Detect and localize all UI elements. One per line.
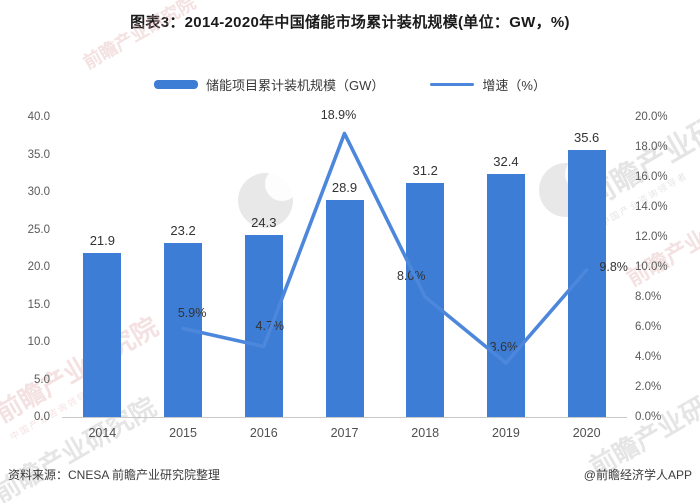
bar-2014 <box>83 252 122 417</box>
y-right-tick-10.0%: 10.0% <box>635 261 668 273</box>
x-tick-2015: 2015 <box>169 426 197 440</box>
bar-2017 <box>325 200 364 417</box>
y-left-tick-10.0: 10.0 <box>27 336 50 348</box>
y-right-tick-18.0%: 18.0% <box>635 141 668 153</box>
y-right-tick-4.0%: 4.0% <box>635 351 662 363</box>
y-right-tick-6.0%: 6.0% <box>635 321 662 333</box>
x-tick-2019: 2019 <box>492 426 520 440</box>
y-right-tick-0.0%: 0.0% <box>635 411 662 423</box>
x-tick-2016: 2016 <box>249 426 278 440</box>
legend: 储能项目累计装机规模（GW） 增速（%） <box>0 74 700 94</box>
bar-2020 <box>567 150 606 417</box>
legend-label-growth-rate: 增速（%） <box>482 77 546 93</box>
y-left-tick-15.0: 15.0 <box>27 298 50 311</box>
y-left-tick-20.0: 20.0 <box>27 261 50 273</box>
line-value-2018: 8.0% <box>396 269 426 283</box>
bar-value-2019: 32.4 <box>493 154 519 169</box>
y-right-tick-12.0%: 12.0% <box>635 231 668 243</box>
y-left-tick-40.0: 40.0 <box>27 111 50 123</box>
line-value-2017: 18.9% <box>320 107 357 122</box>
chart-title: 图表3：2014-2020年中国储能市场累计装机规模(单位：GW，%) <box>130 14 570 31</box>
x-tick-2017: 2017 <box>330 426 359 440</box>
watermark: 前瞻产业研究院 <box>0 391 162 503</box>
footer: 资料来源：CNESA 前瞻产业研究院整理 @前瞻经济学人APP <box>8 466 692 483</box>
x-tick-2018: 2018 <box>411 426 440 440</box>
y-left-tick-30.0: 30.0 <box>27 186 50 198</box>
x-axis-line <box>62 417 627 418</box>
line-value-2019: 3.6% <box>489 340 519 354</box>
line-value-2015: 5.9% <box>177 305 207 320</box>
y-left-tick-0.0: 0.0 <box>34 411 50 423</box>
bar-value-2020: 35.6 <box>573 130 600 145</box>
legend-label-installed-capacity: 储能项目累计装机规模（GW） <box>206 77 385 93</box>
legend-item-growth-rate: 增速（%） <box>430 75 546 94</box>
y-right-tick-8.0%: 8.0% <box>635 291 662 303</box>
source-note: 资料来源：CNESA 前瞻产业研究院整理 <box>8 468 221 482</box>
bar-2015 <box>164 243 203 417</box>
line-value-2016: 4.7% <box>255 318 285 333</box>
bar-2018 <box>406 183 445 417</box>
bar-2019 <box>486 174 525 417</box>
bar-value-2016: 24.3 <box>251 214 277 230</box>
y-left-tick-5.0: 5.0 <box>34 373 50 386</box>
bar-value-2015: 23.2 <box>170 223 196 238</box>
credit-note: @前瞻经济学人APP <box>583 468 692 482</box>
bar-swatch-icon <box>154 79 199 89</box>
line-value-2020: 9.8% <box>599 260 628 274</box>
legend-item-installed-capacity: 储能项目累计装机规模（GW） <box>154 75 384 94</box>
x-tick-2020: 2020 <box>572 426 601 440</box>
bar-value-2018: 31.2 <box>412 163 438 178</box>
y-right-tick-2.0%: 2.0% <box>635 381 662 393</box>
line-swatch-icon <box>430 82 475 86</box>
bar-value-2017: 28.9 <box>331 180 358 196</box>
bar-value-2014: 21.9 <box>89 232 115 248</box>
y-right-tick-16.0%: 16.0% <box>635 171 668 183</box>
y-right-tick-14.0%: 14.0% <box>635 201 668 213</box>
y-left-tick-25.0: 25.0 <box>27 223 50 236</box>
y-right-tick-20.0%: 20.0% <box>635 111 668 123</box>
y-left-tick-35.0: 35.0 <box>27 148 50 161</box>
x-tick-2014: 2014 <box>88 426 117 440</box>
